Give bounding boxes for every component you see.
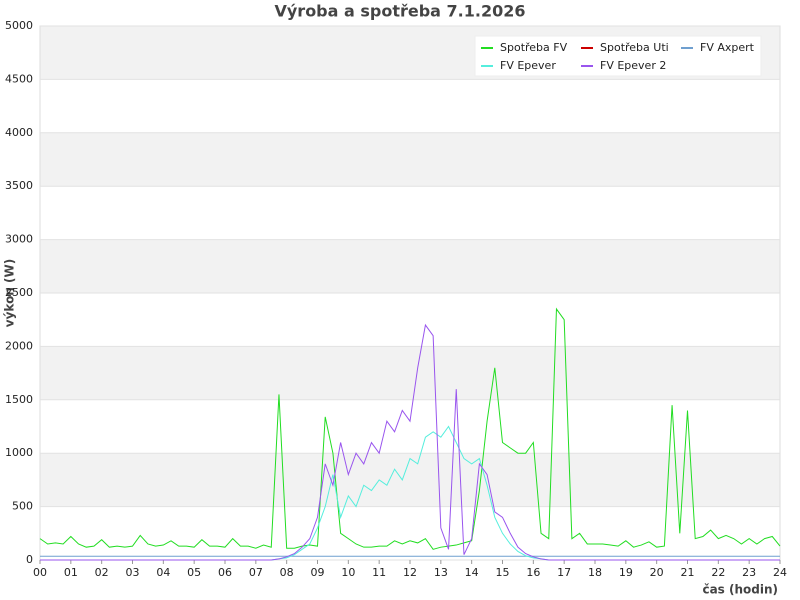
y-tick-label: 2000: [5, 339, 33, 352]
x-tick-label: 05: [187, 566, 201, 579]
x-tick-label: 12: [403, 566, 417, 579]
x-tick-label: 10: [341, 566, 355, 579]
x-axis-label: čas (hodin): [702, 583, 778, 597]
legend-label: FV Epever 2: [600, 59, 666, 72]
legend-label: Spotřeba Uti: [600, 41, 669, 54]
grid-band: [40, 453, 780, 507]
y-axis-label: výkon (W): [3, 259, 17, 327]
x-tick-label: 14: [465, 566, 479, 579]
grid-band: [40, 239, 780, 293]
y-tick-label: 500: [12, 500, 33, 513]
x-tick-label: 09: [311, 566, 325, 579]
x-tick-label: 01: [64, 566, 78, 579]
x-tick-label: 22: [711, 566, 725, 579]
legend-box: [474, 35, 762, 77]
y-tick-label: 0: [26, 553, 33, 566]
x-tick-label: 03: [126, 566, 140, 579]
x-tick-label: 13: [434, 566, 448, 579]
x-tick-label: 17: [557, 566, 571, 579]
legend-label: Spotřeba FV: [500, 41, 568, 54]
y-tick-label: 1500: [5, 393, 33, 406]
x-tick-label: 08: [280, 566, 294, 579]
y-tick-label: 4500: [5, 72, 33, 85]
x-tick-label: 15: [496, 566, 510, 579]
y-tick-label: 3500: [5, 179, 33, 192]
x-tick-label: 20: [650, 566, 664, 579]
x-tick-label: 19: [619, 566, 633, 579]
y-tick-label: 1000: [5, 446, 33, 459]
legend: Spotřeba FV Spotřeba Uti FV Axpert FV Epeve…: [474, 35, 762, 77]
y-tick-label: 5000: [5, 19, 33, 32]
legend-label: FV Epever: [500, 59, 556, 72]
x-tick-label: 11: [372, 566, 386, 579]
x-tick-label: 16: [526, 566, 540, 579]
x-tick-label: 07: [249, 566, 263, 579]
series-line: [39, 307, 781, 550]
y-tick-label: 3000: [5, 233, 33, 246]
y-tick-label: 4000: [5, 126, 33, 139]
series-line: [40, 323, 780, 561]
x-tick-label: 00: [33, 566, 47, 579]
y-tick-label: 2500: [5, 286, 33, 299]
x-tick-label: 02: [95, 566, 109, 579]
grid-band: [40, 346, 780, 400]
x-tick-label: 04: [156, 566, 170, 579]
x-tick-label: 06: [218, 566, 232, 579]
x-tick-label: 21: [681, 566, 695, 579]
x-tick-label: 23: [742, 566, 756, 579]
legend-label: FV Axpert: [700, 41, 755, 54]
x-tick-label: 18: [588, 566, 602, 579]
grid-band: [40, 132, 780, 187]
x-tick-label: 24: [773, 566, 787, 579]
chart-title: Výroba a spotřeba 7.1.2026: [274, 2, 525, 21]
